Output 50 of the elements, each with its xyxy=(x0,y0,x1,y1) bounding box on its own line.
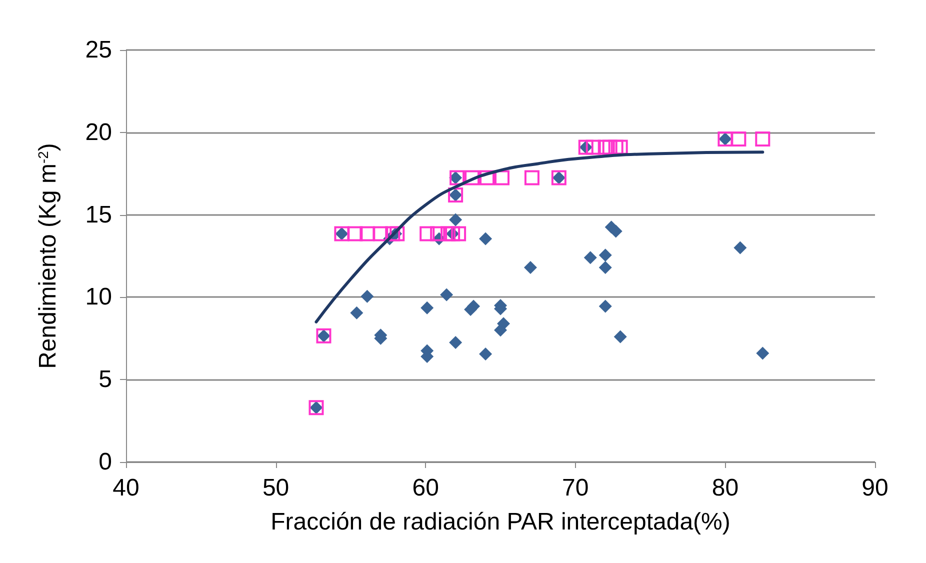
point xyxy=(479,348,492,361)
point xyxy=(584,251,597,264)
y-tick-label: 10 xyxy=(85,284,112,311)
point xyxy=(756,346,770,360)
point xyxy=(602,140,618,155)
point xyxy=(494,170,510,186)
y-tick-label: 15 xyxy=(85,201,112,228)
point xyxy=(494,324,507,337)
x-axis-title: Fracción de radiación PAR interceptada(%) xyxy=(270,508,730,536)
point xyxy=(440,288,454,302)
line-series xyxy=(314,150,764,324)
point xyxy=(612,140,628,155)
y-tick-label: 5 xyxy=(98,366,112,394)
x-tick-label: 80 xyxy=(712,474,739,502)
point xyxy=(449,213,462,226)
point xyxy=(614,330,627,344)
point xyxy=(734,241,747,254)
x-tick-label: 70 xyxy=(562,474,589,502)
point xyxy=(420,301,434,314)
y-tick-label: 0 xyxy=(98,448,112,476)
point xyxy=(524,170,540,186)
point xyxy=(755,131,770,146)
x-tick-label: 90 xyxy=(862,474,888,502)
point xyxy=(598,261,612,274)
point xyxy=(480,170,495,186)
point xyxy=(350,306,364,320)
point xyxy=(598,248,612,262)
point xyxy=(373,226,388,242)
x-tick-label: 60 xyxy=(412,474,439,502)
point xyxy=(464,170,480,186)
point xyxy=(420,226,435,242)
x-tick-label: 50 xyxy=(262,474,290,502)
point xyxy=(360,226,375,242)
point xyxy=(430,226,446,242)
point xyxy=(598,300,612,313)
point xyxy=(360,290,374,303)
point xyxy=(731,131,746,146)
point xyxy=(609,224,622,238)
y-axis-title: Rendimiento (Kg m-2) xyxy=(34,143,62,369)
point xyxy=(586,140,601,155)
point xyxy=(440,226,456,242)
point xyxy=(467,300,480,313)
point xyxy=(449,336,462,350)
point xyxy=(348,226,363,242)
y-tick-label: 25 xyxy=(85,36,112,64)
point xyxy=(524,261,537,274)
x-tick-label: 40 xyxy=(112,474,140,502)
y-tick-label: 20 xyxy=(85,118,112,146)
point xyxy=(479,232,492,246)
point xyxy=(451,226,466,242)
